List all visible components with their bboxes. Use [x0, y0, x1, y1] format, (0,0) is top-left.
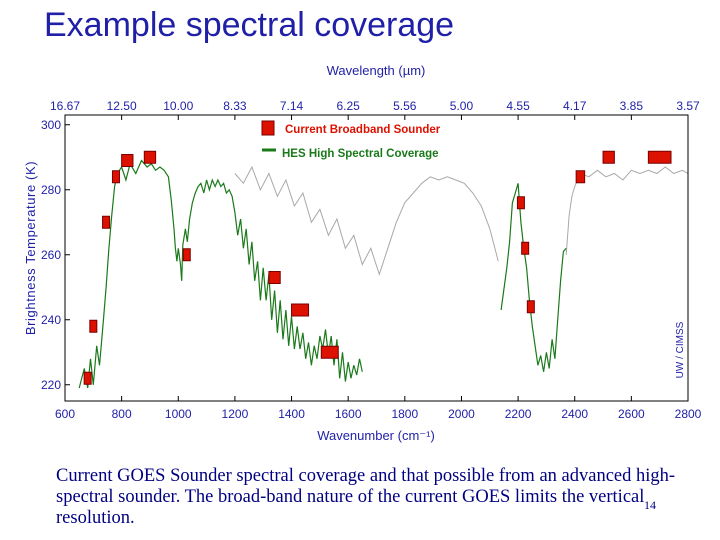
caption: Current GOES Sounder spectral coverage a… [56, 466, 676, 528]
spectral-chart: 600 800 1000 1200 1400 1600 1800 2000 2200 2400 26… [23, 63, 702, 443]
top-tick-label: 4.17 [563, 99, 587, 113]
top-tick-label: 5.56 [393, 99, 417, 113]
gray-spectrum-line [565, 166, 689, 255]
broadband-channel-marker [647, 150, 672, 164]
page-number: 14 [644, 498, 656, 512]
top-axis-label: Wavelength (µm) [327, 63, 426, 78]
x-tick-label: 1200 [222, 407, 249, 421]
broadband-channel-marker [89, 319, 98, 333]
x-tick-label: 2600 [618, 407, 645, 421]
top-tick-label: 10.00 [163, 99, 193, 113]
x-tick-label: 600 [55, 407, 75, 421]
hes-spectrum-line [500, 183, 567, 372]
x-axis-label: Wavenumber (cm⁻¹) [317, 428, 435, 443]
y-tick-label: 300 [41, 118, 61, 132]
top-tick-label: 12.50 [107, 99, 137, 113]
gray-spectrum-line [234, 165, 499, 276]
y-tick-label: 220 [41, 378, 61, 392]
y-tick-label: 240 [41, 313, 61, 327]
x-tick-label: 1800 [391, 407, 418, 421]
top-tick-label: 4.55 [506, 99, 530, 113]
broadband-channel-marker [320, 345, 339, 359]
legend: Current Broadband Sounder HES High Spect… [261, 120, 441, 160]
x-tick-label: 2200 [505, 407, 532, 421]
x-tick-label: 2000 [448, 407, 475, 421]
y-tick-label: 260 [41, 248, 61, 262]
top-tick-label: 6.25 [337, 99, 361, 113]
broadband-channel-marker [575, 170, 586, 184]
broadband-channel-marker [516, 196, 525, 210]
broadband-channel-marker [121, 154, 134, 167]
legend-broadband-label: Current Broadband Sounder [285, 124, 441, 136]
x-tick-label: 2400 [561, 407, 588, 421]
broadband-channel-marker [102, 215, 111, 229]
broadband-channel-marker [111, 170, 120, 184]
x-tick-label: 800 [112, 407, 132, 421]
y-axis-label: Brightness Temperature (K) [23, 161, 38, 335]
watermark: UW / CIMSS [675, 321, 686, 378]
broadband-channel-marker [143, 150, 157, 164]
top-tick-label: 5.00 [450, 99, 474, 113]
x-tick-label: 2800 [675, 407, 702, 421]
x-tick-label: 1000 [165, 407, 192, 421]
x-tick-label: 1400 [278, 407, 305, 421]
legend-hes-label: HES High Spectral Coverage [282, 148, 439, 160]
broadband-channel-marker [291, 303, 310, 317]
broadband-channel-marker [268, 271, 281, 284]
legend-broadband-swatch [261, 120, 275, 136]
plot-frame [64, 114, 689, 402]
broadband-channel-marker [83, 371, 92, 385]
broadband-channel-marker [526, 300, 535, 314]
top-tick-label: 3.85 [620, 99, 644, 113]
top-tick-label: 7.14 [280, 99, 304, 113]
hes-spectrum-line [78, 159, 363, 389]
y-tick-label: 280 [41, 183, 61, 197]
broadband-channel-marker [602, 150, 615, 164]
top-tick-label: 16.67 [50, 99, 80, 113]
broadband-channel-marker [521, 241, 530, 255]
x-tick-label: 1600 [335, 407, 362, 421]
slide-title: Example spectral coverage [44, 6, 455, 44]
top-tick-label: 3.57 [676, 99, 700, 113]
top-tick-label: 8.33 [223, 99, 247, 113]
broadband-channel-marker [182, 248, 191, 262]
